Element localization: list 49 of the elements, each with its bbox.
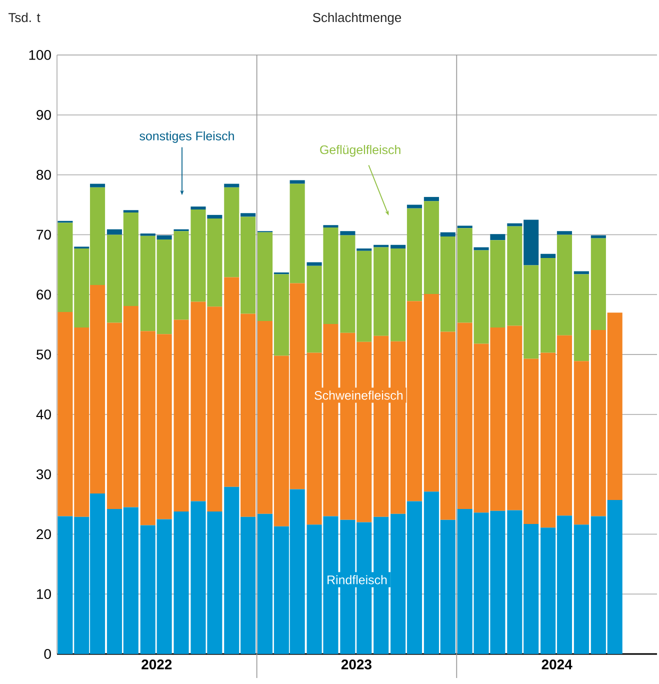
bar xyxy=(207,214,222,219)
y-tick-label: 100 xyxy=(29,50,51,60)
y-tick-label: 60 xyxy=(36,290,51,300)
series-label: Schweinefleisch xyxy=(314,390,402,400)
bar xyxy=(224,184,240,188)
bar xyxy=(356,248,372,251)
y-tick-label: 70 xyxy=(36,230,51,240)
bar xyxy=(340,231,356,236)
bar xyxy=(574,274,589,362)
bar xyxy=(374,244,389,248)
bar xyxy=(424,196,439,202)
bar xyxy=(457,226,472,228)
bar xyxy=(306,262,322,266)
bar xyxy=(106,229,122,235)
y-tick-label: 80 xyxy=(36,170,51,180)
bar xyxy=(540,254,556,258)
bar xyxy=(574,271,589,274)
bar xyxy=(90,184,106,188)
series-label: Rindfleisch xyxy=(328,575,387,584)
bar xyxy=(590,235,606,238)
bar xyxy=(190,206,206,210)
text: sonstiges Fleisch xyxy=(140,131,234,143)
y-tick-label: 30 xyxy=(36,469,51,480)
bar xyxy=(406,204,422,208)
bar xyxy=(474,247,489,250)
y-tick-label: 20 xyxy=(36,529,51,540)
bar xyxy=(390,244,406,248)
y-tick-label: 0 xyxy=(44,649,51,659)
bar xyxy=(556,231,572,235)
bar xyxy=(240,213,256,217)
x-tick-label: 2023 xyxy=(341,660,372,670)
y-tick-label: 40 xyxy=(36,409,51,420)
x-tick-label: 2024 xyxy=(542,660,572,670)
y-axis-title: Tsd. t xyxy=(8,12,40,22)
bar xyxy=(490,234,506,240)
bar xyxy=(574,361,589,525)
chart-title: Schlachtmenge xyxy=(312,12,402,25)
bar xyxy=(440,232,456,236)
bar xyxy=(574,524,589,654)
y-tick-label: 90 xyxy=(36,110,51,120)
bar xyxy=(590,238,606,330)
y-tick-label: 10 xyxy=(37,589,51,600)
x-tick-label: 2022 xyxy=(142,660,172,670)
bar xyxy=(123,210,138,213)
bar xyxy=(290,180,305,184)
y-tick-label: 50 xyxy=(36,350,51,360)
bar xyxy=(374,247,389,336)
bar xyxy=(323,225,338,228)
text: Geflügelfleisch xyxy=(320,145,400,157)
